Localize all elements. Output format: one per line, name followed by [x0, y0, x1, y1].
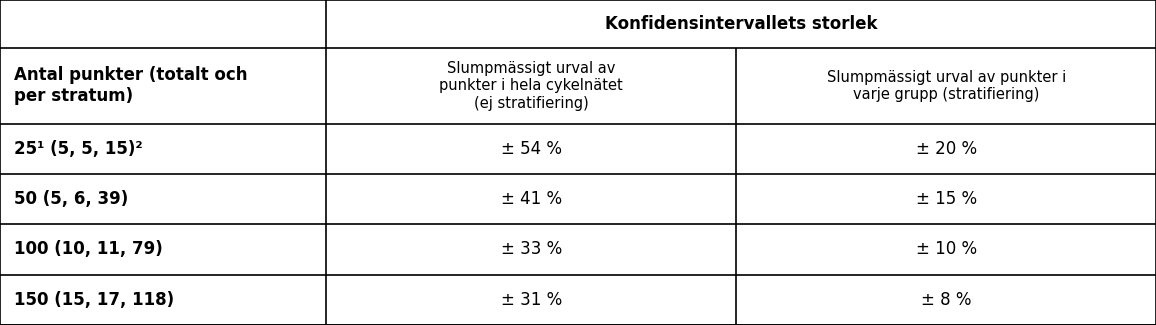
Text: ± 31 %: ± 31 % [501, 291, 562, 309]
Text: Konfidensintervallets storlek: Konfidensintervallets storlek [605, 15, 877, 33]
Text: ± 10 %: ± 10 % [916, 240, 977, 258]
Text: ± 54 %: ± 54 % [501, 140, 562, 158]
Text: ± 15 %: ± 15 % [916, 190, 977, 208]
Text: Antal punkter (totalt och
per stratum): Antal punkter (totalt och per stratum) [14, 66, 247, 105]
Text: 50 (5, 6, 39): 50 (5, 6, 39) [14, 190, 128, 208]
Text: Slumpmässigt urval av
punkter i hela cykelnätet
(ej stratifiering): Slumpmässigt urval av punkter i hela cyk… [439, 61, 623, 111]
Text: 25¹ (5, 5, 15)²: 25¹ (5, 5, 15)² [14, 140, 142, 158]
Text: ± 41 %: ± 41 % [501, 190, 562, 208]
Text: ± 20 %: ± 20 % [916, 140, 977, 158]
Text: ± 33 %: ± 33 % [501, 240, 562, 258]
Text: 150 (15, 17, 118): 150 (15, 17, 118) [14, 291, 175, 309]
Text: Slumpmässigt urval av punkter i
varje grupp (stratifiering): Slumpmässigt urval av punkter i varje gr… [827, 70, 1066, 102]
Text: ± 8 %: ± 8 % [921, 291, 971, 309]
Text: 100 (10, 11, 79): 100 (10, 11, 79) [14, 240, 163, 258]
